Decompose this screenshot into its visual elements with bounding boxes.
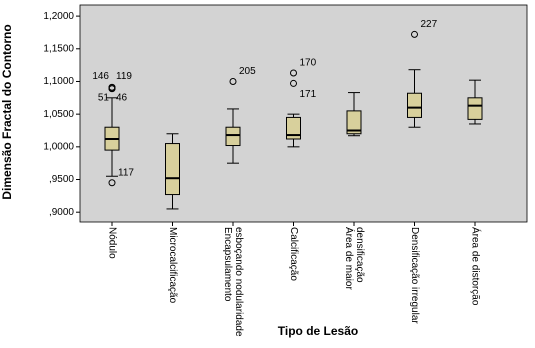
outlier [411, 30, 418, 38]
outlier-label: 46 [116, 92, 128, 103]
outlier-label: 205 [239, 66, 256, 77]
y-axis-label: Dimensão Fractal do Contorno [0, 24, 14, 199]
outlier [290, 79, 297, 87]
outlier-label: 51 [98, 92, 110, 103]
box [286, 116, 301, 140]
x-axis-label: Tipo de Lesão [278, 324, 358, 338]
outlier-label: 146 [92, 71, 109, 82]
outlier [108, 85, 116, 93]
y-tick-label: 1,0000 [43, 141, 74, 152]
box [165, 143, 180, 196]
plot-background [79, 4, 528, 223]
outlier [290, 69, 297, 77]
outlier-label: 119 [116, 71, 132, 82]
y-tick-label: ,9500 [49, 174, 74, 185]
y-tick-label: 1,1000 [43, 76, 74, 87]
y-tick-label: 1,1500 [43, 43, 74, 54]
box [467, 97, 483, 120]
outlier [229, 77, 237, 85]
x-tick-label: Microcalcificação [167, 227, 178, 304]
x-tick-label: Calcificação [288, 227, 299, 281]
x-tick-label: Encapsulamento esboçando nodularidade [222, 227, 244, 337]
x-tick-label: Área de distorção [469, 227, 481, 306]
x-tick-label: Área de maior densificação [343, 227, 365, 290]
y-tick-label: 1,0500 [43, 109, 74, 120]
outlier-label: 117 [118, 167, 134, 178]
box [407, 92, 422, 118]
box [225, 126, 241, 147]
box [346, 110, 362, 135]
outlier-label: 171 [300, 89, 317, 100]
y-tick-label: ,9000 [49, 207, 74, 218]
x-tick-label: Nódulo [106, 227, 118, 259]
outlier-label: 170 [300, 58, 317, 69]
outlier [108, 179, 116, 187]
y-tick-label: 1,2000 [43, 11, 74, 22]
outlier-label: 227 [421, 19, 438, 30]
x-tick-label: Densificação irregular [409, 227, 420, 324]
